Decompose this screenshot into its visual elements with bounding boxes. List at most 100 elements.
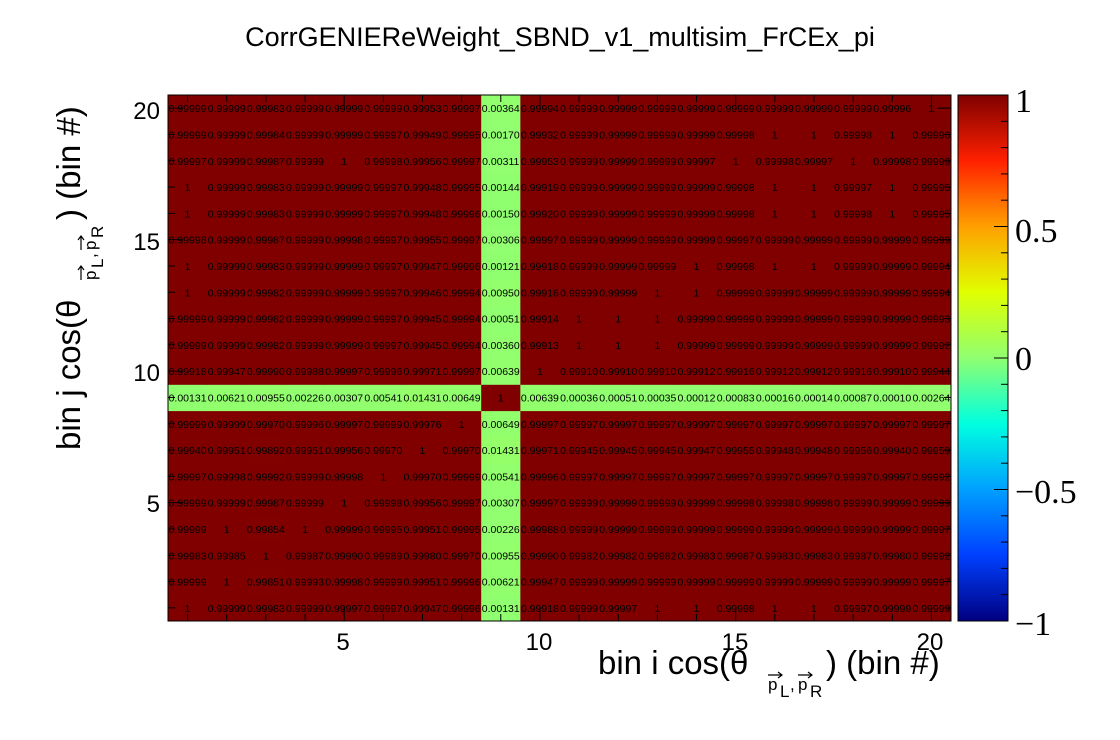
heatmap-cell-label-6-3: 0.99989 [364, 550, 402, 562]
heatmap-cell-label-1-8: 0.99999 [169, 419, 207, 431]
heatmap-cell-12-19 [598, 121, 639, 149]
heatmap-cell-label-15-18: 1 [733, 156, 739, 168]
heatmap-cell-label-17-19: 1 [811, 129, 817, 141]
heatmap-cell-label-20-17: 0.99995 [912, 182, 950, 194]
heatmap-cell-label-11-4: 0.99999 [560, 524, 598, 536]
heatmap-cell-10-10 [520, 358, 560, 385]
heatmap-cell-label-8-7: 0.99970 [443, 445, 481, 457]
y-axis-title-main: bin j cos(θ [50, 300, 87, 450]
heatmap-cell-3-13 [246, 279, 286, 306]
heatmap-cell-label-20-16: 0.99995 [912, 208, 950, 220]
heatmap-cell-label-10-4: 0.99988 [521, 524, 559, 536]
heatmap-cell-4-12 [285, 305, 326, 333]
heatmap-cell-4-16 [285, 200, 326, 227]
heatmap-cell-label-5-14: 0.99999 [325, 261, 363, 273]
heatmap-cell-5-15 [324, 226, 365, 254]
heatmap-cell-3-2 [246, 568, 286, 596]
heatmap-cell-label-1-6: 0.99997 [169, 471, 207, 483]
heatmap-cell-15-4 [716, 515, 756, 543]
heatmap-cell-label-12-8: 0.99997 [599, 419, 637, 431]
heatmap-cell-17-15 [794, 226, 835, 254]
heatmap-cell-18-9 [833, 384, 874, 412]
heatmap-cell-8-12 [442, 305, 482, 333]
svg-text:,: , [81, 253, 100, 258]
y-axis-sub-p2: p [81, 241, 100, 250]
heatmap-cell-label-18-8: 0.99997 [834, 419, 872, 431]
heatmap-cell-12-12 [598, 305, 639, 333]
heatmap-cell-19-7 [872, 436, 913, 464]
heatmap-cell-label-19-13: 0.99999 [873, 287, 911, 299]
heatmap-cell-3-15 [246, 226, 286, 254]
svg-text:p: p [798, 675, 807, 694]
heatmap-cell-label-19-17: 1 [889, 182, 895, 194]
heatmap-cell-8-14 [442, 252, 482, 280]
heatmap-cell-10-11 [520, 331, 560, 359]
heatmap-cell-7-5 [402, 489, 443, 517]
heatmap-cell-14-4 [676, 515, 717, 543]
heatmap-cell-6-15 [363, 226, 404, 254]
heatmap-cell-label-10-3: 0.99990 [521, 550, 559, 562]
heatmap-cell-label-8-2: 0.99996 [443, 577, 481, 589]
heatmap-cell-14-17 [676, 173, 717, 201]
heatmap-cell-label-19-16: 1 [889, 208, 895, 220]
heatmap-cell-9-16 [481, 200, 521, 227]
heatmap-cell-13-11 [637, 331, 678, 359]
heatmap-cell-label-20-15: 0.99999 [912, 235, 950, 247]
heatmap-cell-label-9-1: 0.00131 [482, 603, 520, 615]
heatmap-cell-label-9-7: 0.01431 [482, 445, 520, 457]
colorbar-label-0.5: 0.5 [1015, 213, 1058, 250]
heatmap-cell-14-19 [676, 121, 717, 149]
heatmap-cell-label-10-6: 0.99996 [521, 471, 559, 483]
heatmap-cell-11-11 [559, 331, 600, 359]
heatmap-cell-label-15-14: 0.99998 [717, 261, 755, 273]
heatmap-cell-4-11 [285, 331, 326, 359]
heatmap-cell-label-10-9: 0.00639 [521, 392, 559, 404]
heatmap-cell-9-8 [481, 410, 521, 438]
heatmap-cell-17-8 [794, 410, 835, 438]
heatmap-cell-label-1-1: 1 [185, 603, 191, 615]
heatmap-cell-10-9 [520, 384, 560, 412]
heatmap-cell-3-8 [246, 410, 286, 438]
heatmap-cell-label-7-12: 0.99945 [403, 314, 441, 326]
heatmap-cell-label-16-5: 0.99998 [756, 498, 794, 510]
heatmap-cell-label-15-20: 0.99999 [717, 103, 755, 115]
heatmap-cell-label-16-1: 1 [772, 603, 778, 615]
heatmap-cell-7-6 [402, 463, 443, 490]
heatmap-cell-8-5 [442, 489, 482, 517]
heatmap-cell-label-17-5: 0.99998 [795, 498, 833, 510]
heatmap-cell-9-14 [481, 252, 521, 280]
heatmap-cell-label-13-11: 1 [654, 340, 660, 352]
heatmap-cell-2-13 [207, 279, 247, 306]
heatmap-cell-label-13-10: 0.99910 [638, 366, 676, 378]
heatmap-cell-15-3 [716, 542, 756, 569]
heatmap-cell-6-6 [363, 463, 404, 490]
heatmap-cell-label-15-17: 0.99998 [717, 182, 755, 194]
heatmap-cell-label-10-14: 0.99918 [521, 261, 559, 273]
heatmap-cell-15-13 [716, 279, 756, 306]
heatmap-cell-label-4-4: 1 [302, 524, 308, 536]
heatmap-cell-3-6 [246, 463, 286, 490]
heatmap-cell-14-16 [676, 200, 717, 227]
heatmap-cell-10-8 [520, 410, 560, 438]
heatmap-cell-6-11 [363, 331, 404, 359]
heatmap-cell-label-9-2: 0.00621 [482, 577, 520, 589]
chart-title: CorrGENIEReWeight_SBND_v1_multisim_FrCEx… [245, 22, 875, 52]
heatmap-cell-12-3 [598, 542, 639, 569]
svg-text:) (bin #): ) (bin #) [826, 644, 940, 681]
heatmap-cell-label-20-19: 0.99996 [912, 129, 950, 141]
heatmap-cell-2-6 [207, 463, 247, 490]
heatmap-cell-label-3-9: 0.00955 [247, 392, 285, 404]
svg-text:L: L [88, 259, 107, 268]
heatmap-cell-label-8-8: 1 [459, 419, 465, 431]
heatmap-cell-7-13 [402, 279, 443, 306]
heatmap-cell-6-12 [363, 305, 404, 333]
svg-text:p: p [768, 675, 777, 694]
heatmap-cell-label-5-9: 0.00307 [325, 392, 363, 404]
y-axis-title-tail: ) (bin #) [50, 106, 87, 220]
x-axis-title: bin i cos(θ p L , p R ) (bin #) [598, 644, 940, 701]
heatmap-cell-label-2-1: 0.99999 [208, 603, 246, 615]
heatmap-cell-label-12-6: 0.99997 [599, 471, 637, 483]
heatmap-cell-label-2-8: 0.99999 [208, 419, 246, 431]
heatmap-cell-label-4-11: 0.99999 [286, 340, 324, 352]
heatmap-cell-label-12-4: 0.99999 [599, 524, 637, 536]
